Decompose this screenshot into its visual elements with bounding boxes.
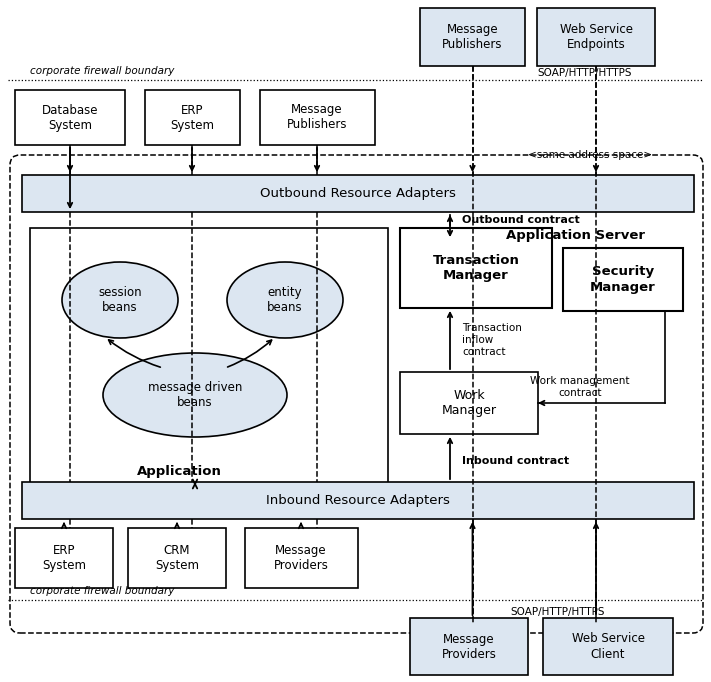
Text: Transaction
inflow
contract: Transaction inflow contract (462, 323, 522, 357)
Text: Web Service
Endpoints: Web Service Endpoints (560, 23, 633, 51)
Ellipse shape (227, 262, 343, 338)
Text: Application: Application (137, 464, 221, 477)
Text: Work management
contract: Work management contract (530, 376, 630, 398)
Bar (543, 618, 673, 675)
Bar (15, 90, 125, 145)
Text: SOAP/HTTP/HTTPS: SOAP/HTTP/HTTPS (537, 68, 631, 78)
Bar (420, 8, 525, 66)
Bar (22, 175, 694, 212)
Bar (563, 248, 683, 311)
Bar (400, 372, 538, 434)
Ellipse shape (62, 262, 178, 338)
Bar (30, 228, 388, 486)
Text: corporate firewall boundary: corporate firewall boundary (30, 586, 174, 596)
Bar (410, 618, 528, 675)
Text: message driven
beans: message driven beans (148, 381, 242, 409)
Text: session
beans: session beans (98, 286, 141, 314)
Text: <same address space>: <same address space> (528, 150, 652, 160)
Text: Message
Publishers: Message Publishers (442, 23, 503, 51)
Text: ERP
System: ERP System (170, 104, 214, 132)
Text: Message
Publishers: Message Publishers (287, 104, 347, 132)
Text: Outbound contract: Outbound contract (462, 215, 579, 225)
Bar (128, 528, 226, 588)
Text: Application Server: Application Server (506, 228, 644, 241)
Text: Transaction
Manager: Transaction Manager (432, 254, 520, 282)
Text: Database
System: Database System (42, 104, 98, 132)
Text: Message
Providers: Message Providers (442, 632, 496, 660)
Text: SOAP/HTTP/HTTPS: SOAP/HTTP/HTTPS (510, 607, 604, 617)
Bar (537, 8, 655, 66)
Text: CRM
System: CRM System (155, 544, 199, 572)
Ellipse shape (103, 353, 287, 437)
Text: Inbound contract: Inbound contract (462, 456, 569, 466)
Bar (15, 528, 113, 588)
Text: Web Service
Client: Web Service Client (572, 632, 644, 660)
Text: Work
Manager: Work Manager (442, 389, 496, 417)
Text: Message
Providers: Message Providers (274, 544, 328, 572)
Bar (22, 482, 694, 519)
Text: ERP
System: ERP System (42, 544, 86, 572)
Text: corporate firewall boundary: corporate firewall boundary (30, 66, 174, 76)
Text: Security
Manager: Security Manager (590, 265, 656, 293)
Text: Outbound Resource Adapters: Outbound Resource Adapters (260, 187, 456, 200)
Bar (260, 90, 375, 145)
Bar (400, 228, 552, 308)
Bar (145, 90, 240, 145)
Text: entity
beans: entity beans (267, 286, 303, 314)
Text: Inbound Resource Adapters: Inbound Resource Adapters (266, 494, 450, 507)
Bar (245, 528, 358, 588)
